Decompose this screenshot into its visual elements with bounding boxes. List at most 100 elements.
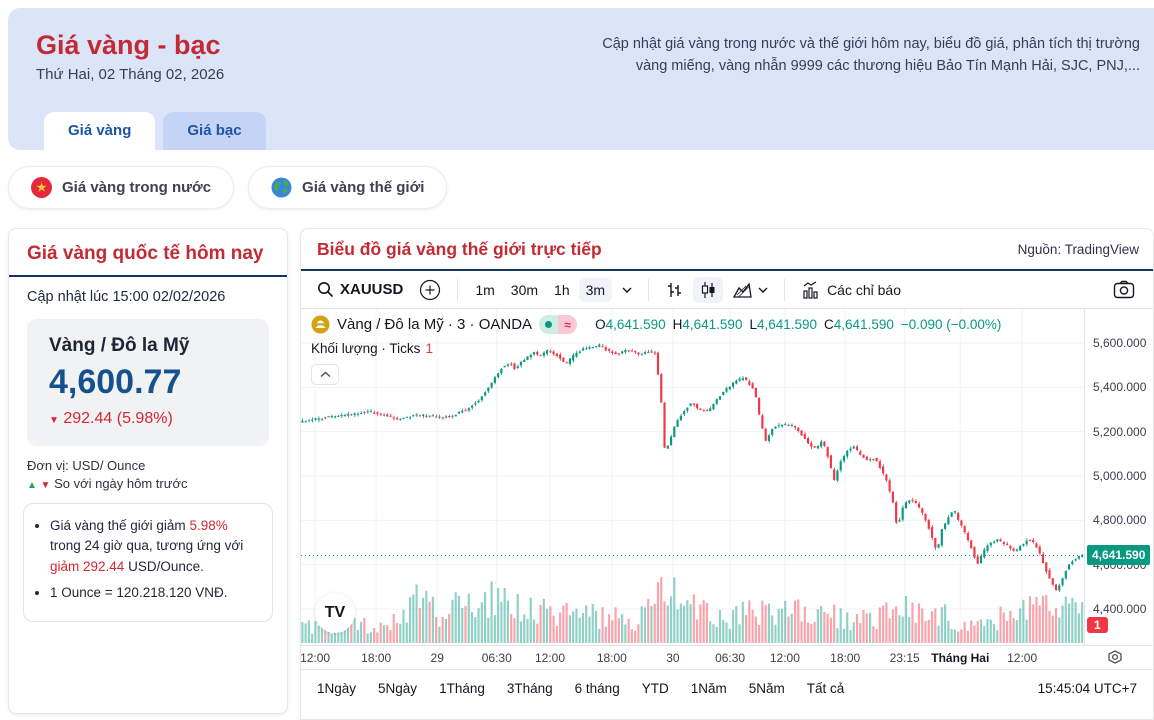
filter-domestic-gold[interactable]: ★ Giá vàng trong nước: [8, 166, 235, 209]
clock[interactable]: 15:45:04 UTC+7: [1037, 681, 1137, 696]
vietnam-flag-icon: ★: [31, 177, 52, 198]
range-button-YTD[interactable]: YTD: [641, 681, 669, 696]
tab-gia-bac[interactable]: Giá bạc: [163, 112, 266, 150]
spot-change: ▼ 292.44 (5.98%): [49, 410, 247, 428]
time-axis-label: 18:00: [596, 651, 627, 665]
range-bar: 1Ngày 5Ngày 1Tháng 3Tháng 6 tháng YTD 1Năm 5Năm…: [301, 669, 1153, 707]
snapshot-camera-button[interactable]: [1107, 276, 1141, 303]
time-axis-label: 06:30: [481, 651, 512, 665]
heading-divider: [9, 275, 287, 277]
candles-style-icon: [699, 281, 717, 299]
spot-price: 4,600.77: [49, 363, 182, 401]
ohlc-values: O4,641.590 H4,641.590 L4,641.590 C4,641.590…: [595, 317, 1002, 332]
indicators-label: Các chỉ báo: [827, 281, 901, 298]
price-axis-label: 4,800.000: [1093, 513, 1147, 528]
world-gold-chart-card: Biểu đồ giá vàng thế giới trực tiếp Nguồ…: [300, 228, 1154, 720]
compare-add-button[interactable]: [413, 275, 447, 305]
compare-note-text: So với ngày hôm trước: [54, 476, 188, 491]
page-date: Thứ Hai, 02 Tháng 02, 2026: [36, 66, 225, 83]
legend-toggle-buttons[interactable]: ≈: [539, 315, 578, 334]
filter-domestic-label: Giá vàng trong nước: [62, 179, 212, 196]
chart-style-area-button[interactable]: [727, 278, 774, 302]
legend-symbol-title: Vàng / Đô la Mỹ · 3 · OANDA: [337, 316, 533, 333]
time-axis-label: 29: [430, 651, 444, 665]
search-icon: [317, 281, 334, 298]
bars-style-icon: [665, 281, 683, 299]
chart-plot-area[interactable]: 5,600.000 5,400.000 5,200.000 5,000.000 4,80…: [301, 309, 1153, 645]
price-axis-label: 5,000.000: [1093, 469, 1147, 483]
camera-icon: [1113, 280, 1135, 299]
updated-at: Cập nhật lúc 15:00 02/02/2026: [27, 289, 226, 305]
globe-icon: [271, 177, 292, 198]
gold-instrument-icon: [311, 315, 330, 334]
time-axis-label: 23:15: [889, 651, 920, 665]
range-button-1Ngày[interactable]: 1Ngày: [317, 681, 357, 696]
price-axis-label: 5,200.000: [1093, 424, 1147, 439]
note-ounce-vnd: 1 Ounce = 120.218.120 VNĐ.: [50, 583, 260, 603]
range-button-5Ngày[interactable]: 5Ngày: [378, 681, 418, 696]
down-triangle-icon: ▼: [49, 415, 59, 426]
range-button-5Năm[interactable]: 5Năm: [748, 681, 785, 696]
up-triangle-icon: ▲: [27, 480, 37, 491]
volume-legend: Khối lượng · Ticks 1: [311, 341, 433, 356]
candlestick-chart[interactable]: [301, 309, 1084, 645]
timeframe-button-30m[interactable]: 30m: [510, 281, 539, 298]
time-axis-label: 18:00: [361, 651, 392, 665]
indicators-icon: [801, 280, 821, 299]
spot-change-value: 292.44 (5.98%): [63, 410, 173, 427]
page-title: Giá vàng - bạc: [36, 30, 221, 60]
time-axis-label: 12:00: [534, 651, 565, 665]
timeframe-button-1h[interactable]: 1h: [554, 281, 570, 298]
chevron-down-icon: [758, 287, 768, 293]
chart-card-header: Biểu đồ giá vàng thế giới trực tiếp Nguồ…: [301, 229, 1153, 269]
time-axis-label: 30: [666, 651, 680, 665]
tradingview-logo[interactable]: TV: [315, 593, 355, 633]
spot-price-box: Vàng / Đô la Mỹ 4,600.77 ▼ 292.44 (5.98%…: [27, 319, 269, 446]
filter-world-label: Giá vàng thế giới: [302, 179, 425, 196]
unit-note: Đơn vị: USD/ Ounce: [27, 458, 146, 473]
filter-world-gold[interactable]: Giá vàng thế giới: [248, 166, 448, 209]
timezone-settings-icon[interactable]: [1107, 649, 1123, 665]
timeframe-buttons: 1m 30m 1h 3m: [468, 277, 613, 302]
chevron-down-icon: [622, 287, 632, 293]
notes-box: Giá vàng thế giới giảm 5.98% trong 24 gi…: [23, 503, 273, 622]
range-button-Tất-cả[interactable]: Tất cả: [806, 681, 845, 696]
approx-icon[interactable]: ≈: [558, 315, 578, 334]
indicators-button[interactable]: Các chỉ báo: [795, 277, 907, 303]
range-button-6-tháng[interactable]: 6 tháng: [574, 681, 620, 696]
tab-gia-vang[interactable]: Giá vàng: [44, 112, 156, 150]
toolbar-separator: [648, 278, 650, 301]
timeframe-button-1m[interactable]: 1m: [475, 281, 495, 298]
page-header: Giá vàng - bạc Thứ Hai, 02 Tháng 02, 202…: [8, 8, 1154, 150]
time-axis-label: 18:00: [830, 651, 861, 665]
tv-toolbar: XAUUSD 1m 30m 1h 3m: [301, 271, 1153, 309]
price-axis[interactable]: 5,600.000 5,400.000 5,200.000 5,000.000 4,80…: [1084, 309, 1153, 645]
page-description: Cập nhật giá vàng trong nước và thế giới…: [602, 36, 1140, 74]
visibility-dot-icon[interactable]: [539, 315, 559, 334]
price-axis-label: 5,400.000: [1093, 380, 1147, 395]
down-triangle-icon: ▼: [40, 480, 51, 491]
volume-scale-badge: 1: [1087, 617, 1108, 633]
symbol-search-button[interactable]: XAUUSD: [311, 277, 409, 302]
toolbar-separator: [457, 278, 459, 301]
time-axis-label: 12:00: [1007, 651, 1038, 665]
current-price-tag: 4,641.590: [1087, 545, 1151, 566]
time-axis[interactable]: 12:00 18:00 29 06:30 12:00 18:00 30 06:30 12:00 1…: [301, 645, 1153, 669]
chart-style-bars-button[interactable]: [659, 277, 689, 303]
symbol-label: XAUUSD: [340, 281, 404, 298]
compare-note: ▲ ▼ So với ngày hôm trước: [9, 473, 287, 491]
time-axis-label: 12:00: [300, 651, 331, 665]
chart-style-candles-button[interactable]: [693, 276, 724, 303]
interval-dropdown-button[interactable]: [616, 283, 638, 297]
timeframe-button-3m[interactable]: 3m: [578, 277, 613, 302]
chart-source: Nguồn: TradingView: [1017, 241, 1139, 257]
range-button-1Năm[interactable]: 1Năm: [690, 681, 727, 696]
range-button-1Tháng[interactable]: 1Tháng: [439, 681, 485, 696]
legend-collapse-button[interactable]: [311, 364, 339, 385]
intl-gold-card: Giá vàng quốc tế hôm nay Cập nhật lúc 15…: [8, 228, 288, 714]
range-buttons: 1Ngày 5Ngày 1Tháng 3Tháng 6 tháng YTD 1Năm 5Năm…: [317, 681, 844, 696]
plus-circle-icon: [419, 279, 441, 301]
toolbar-separator: [784, 278, 786, 301]
range-button-3Tháng[interactable]: 3Tháng: [506, 681, 553, 696]
